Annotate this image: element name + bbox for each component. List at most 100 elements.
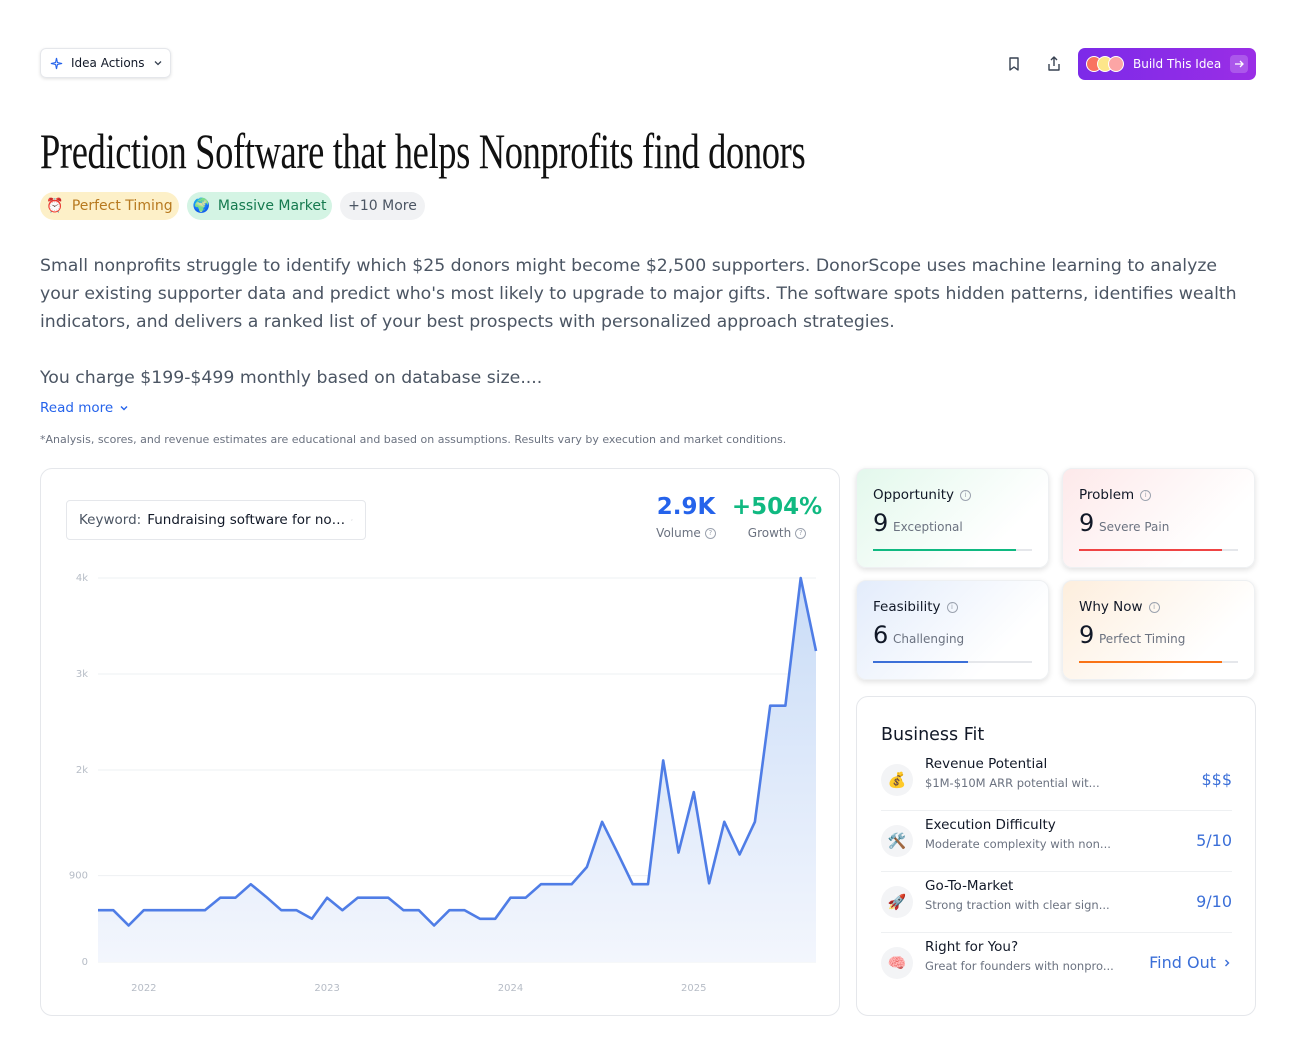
fit-value-text: 9/10 [1196, 892, 1232, 911]
fit-value-text: 5/10 [1196, 831, 1232, 850]
score-label-row: Feasibility i [873, 599, 958, 615]
info-icon: i [960, 489, 972, 501]
fit-title: Revenue Potential [925, 756, 1048, 772]
description-paragraph: Small nonprofits struggle to identify wh… [40, 256, 1237, 332]
more-tags[interactable]: +10 More [340, 192, 425, 220]
score-rating: Exceptional [893, 520, 963, 534]
bookmark-button[interactable] [1006, 56, 1022, 72]
tag-icon: 🌍 [192, 198, 210, 214]
stat-value: 2.9K [656, 494, 716, 520]
score-label: Feasibility [873, 599, 941, 615]
idea-title: Prediction Software that helps Nonprofit… [40, 123, 806, 179]
fit-row: 💰 Revenue Potential $1M-$10M ARR potential… [881, 756, 1232, 825]
trend-card: Keyword: Fundraising software for no… 2.… [40, 468, 840, 1016]
score-label: Opportunity [873, 487, 955, 503]
stat-value: +504% [731, 494, 823, 520]
fit-row: 🛠️ Execution Difficulty Moderate complexit… [881, 817, 1232, 886]
score-label-row: Why Now i [1079, 599, 1160, 615]
fit-value-text: Find Out [1149, 953, 1216, 972]
arrow-icon [1230, 55, 1248, 73]
tag: ⏰ Perfect Timing [40, 192, 179, 220]
info-icon: i [1140, 489, 1152, 501]
fit-value: $$$ [1201, 770, 1232, 789]
fit-title: Go-To-Market [925, 878, 1014, 894]
build-label: Build This Idea [1133, 57, 1222, 71]
stat: +504% Growth? [717, 494, 837, 540]
fit-icon: 💰 [881, 764, 913, 796]
y-tick-label: 2k [76, 765, 88, 776]
business-fit-card: Business Fit 💰 Revenue Potential $1M-$10M … [856, 696, 1256, 1016]
score-card: Problem i 9 Severe Pain [1062, 468, 1255, 568]
description-paragraph: You charge $199-$499 monthly based on da… [40, 368, 543, 388]
fit-value[interactable]: Find Out [1149, 953, 1232, 972]
idea-actions-button[interactable]: Idea Actions [40, 48, 171, 78]
score-track [1079, 549, 1238, 551]
fit-title: Execution Difficulty [925, 817, 1056, 833]
fit-subtitle: $1M-$10M ARR potential wit... [925, 776, 1100, 790]
score-rating: Severe Pain [1099, 520, 1170, 534]
score-rating: Challenging [893, 632, 965, 646]
tag-label: Massive Market [217, 198, 327, 214]
fit-icon: 🛠️ [881, 825, 913, 857]
fit-value: 5/10 [1196, 831, 1232, 850]
disclaimer: *Analysis, scores, and revenue estimates… [40, 433, 787, 446]
fit-subtitle: Moderate complexity with non... [925, 837, 1111, 851]
score-label: Why Now [1079, 599, 1143, 615]
score-card: Why Now i 9 Perfect Timing [1062, 580, 1255, 680]
score-bar [1079, 661, 1223, 663]
tag: 🌍 Massive Market [187, 192, 332, 220]
stat-label: Volume [656, 526, 701, 540]
score-label: Problem [1079, 487, 1135, 503]
fit-value-text: $$$ [1201, 770, 1232, 789]
fit-value: 9/10 [1196, 892, 1232, 911]
score-value: 6 [873, 621, 889, 649]
score-rating: Perfect Timing [1099, 632, 1186, 646]
info-icon: i [946, 601, 958, 613]
build-button[interactable]: Build This Idea [1078, 48, 1256, 80]
tag-icon: ⏰ [46, 198, 64, 214]
score-card: Feasibility i 6 Challenging [856, 580, 1049, 680]
separator [881, 871, 1232, 872]
share-button[interactable] [1046, 55, 1062, 72]
score-value: 9 [1079, 621, 1095, 649]
fit-row: 🚀 Go-To-Market Strong traction with clear … [881, 878, 1232, 947]
fit-row[interactable]: 🧠 Right for You? Great for founders with n… [881, 939, 1232, 1008]
y-tick-label: 900 [69, 871, 88, 882]
read-more-label: Read more [40, 400, 114, 416]
read-more-link[interactable]: Read more [40, 400, 129, 416]
separator [881, 932, 1232, 933]
score-bar [873, 549, 1017, 551]
score-track [873, 549, 1032, 551]
x-tick-label: 2022 [131, 983, 156, 994]
stat: 2.9K Volume? [626, 494, 746, 540]
tag-label: Perfect Timing [71, 198, 173, 214]
score-bar [873, 661, 969, 663]
chevron [154, 61, 162, 66]
score-label-row: Opportunity i [873, 487, 972, 503]
x-tick-label: 2024 [498, 983, 523, 994]
keyword-value: Fundraising software for no… [147, 512, 346, 528]
fit-subtitle: Strong traction with clear sign... [925, 898, 1110, 912]
business-fit-title: Business Fit [881, 725, 985, 745]
score-label-row: Problem i [1079, 487, 1152, 503]
score-track [873, 661, 1032, 663]
score-value: 9 [1079, 509, 1095, 537]
y-tick-label: 0 [82, 957, 88, 968]
fit-icon: 🚀 [881, 886, 913, 918]
avatars [1086, 56, 1124, 72]
y-tick-label: 4k [76, 573, 88, 584]
score-value: 9 [873, 509, 889, 537]
score-bar [1079, 549, 1223, 551]
score-track [1079, 661, 1238, 663]
chevron [1225, 959, 1230, 966]
separator [881, 810, 1232, 811]
info-icon: i [1148, 601, 1160, 613]
trend-chart: 0 900 2k 3k 4k 2022 2023 2024 2025 [69, 573, 818, 994]
x-tick-label: 2023 [314, 983, 339, 994]
x-tick-label: 2025 [681, 983, 706, 994]
idea-actions-label: Idea Actions [71, 56, 145, 70]
stat-label: Growth [747, 526, 792, 540]
keyword-select[interactable]: Keyword: Fundraising software for no… [66, 500, 366, 540]
sparkle-icon [50, 57, 63, 69]
